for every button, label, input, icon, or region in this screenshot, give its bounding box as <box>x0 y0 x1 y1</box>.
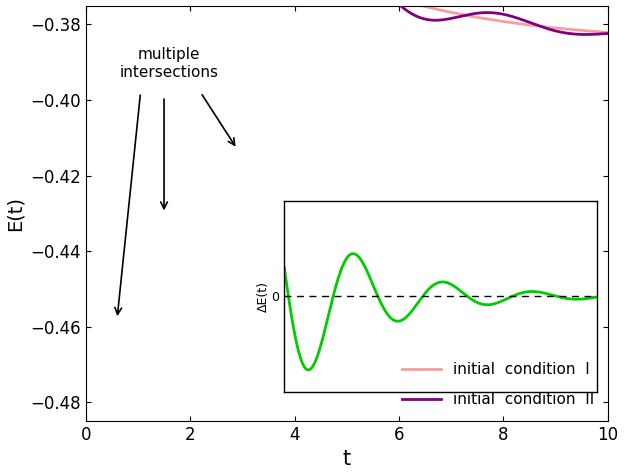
Line: initial  condition  I: initial condition I <box>85 0 608 32</box>
Line: initial  condition  II: initial condition II <box>85 0 608 35</box>
Text: multiple
intersections: multiple intersections <box>120 47 219 79</box>
initial  condition  I <box>604 29 612 35</box>
initial  condition  I <box>538 24 545 29</box>
initial  condition  II <box>582 32 590 38</box>
initial  condition  II <box>594 31 602 37</box>
initial  condition  II <box>604 30 612 36</box>
Legend: initial  condition  I, initial  condition  II: initial condition I, initial condition I… <box>396 356 600 413</box>
Y-axis label: E(t): E(t) <box>6 196 24 231</box>
initial  condition  II <box>538 24 545 29</box>
X-axis label: t: t <box>343 449 351 469</box>
initial  condition  I <box>594 29 602 35</box>
